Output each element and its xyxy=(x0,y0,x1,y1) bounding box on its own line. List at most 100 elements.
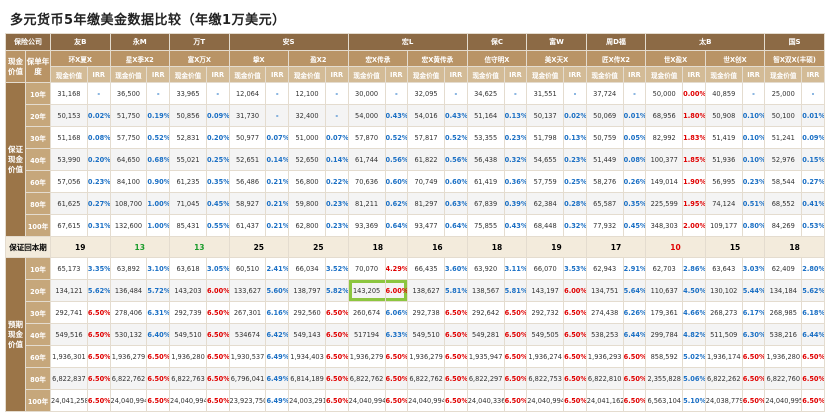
irr-value: 6.50% xyxy=(324,301,349,324)
cash-value: 1,936,274 xyxy=(526,345,565,368)
cash-value: 6,822,297 xyxy=(466,367,505,390)
irr-value: 6.50% xyxy=(86,301,111,324)
irr-value: 5.82% xyxy=(324,279,349,302)
irr-value: 6.50% xyxy=(503,323,528,346)
cash-value: 50,100 xyxy=(764,104,803,127)
cash-value: 50,069 xyxy=(585,104,624,127)
cash-value: 51,241 xyxy=(764,126,803,149)
cash-value: 66,435 xyxy=(407,257,446,280)
cash-value: 81,211 xyxy=(347,192,386,215)
irr-value: 6.18% xyxy=(801,301,825,324)
cash-value: 6,814,189 xyxy=(288,367,326,390)
irr-value: 0.60% xyxy=(444,170,468,193)
cash-value: 225,599 xyxy=(645,192,684,215)
section-label: 预期现金价值 xyxy=(5,257,26,412)
irr-value: 0.28% xyxy=(563,192,587,215)
cash-value: 50,153 xyxy=(50,104,88,127)
irr-value: 0.35% xyxy=(622,192,647,215)
irr-value: 3.53% xyxy=(563,257,587,280)
data-row: 保证现金价值 10年 31,168-36,500-33,965-12,064-12,… xyxy=(5,82,825,237)
product-name: 世X创X xyxy=(704,50,766,67)
cash-value: 52,976 xyxy=(764,148,803,171)
cash-value-label: 现金价值 xyxy=(5,50,26,83)
irr-value: 0.23% xyxy=(563,148,587,171)
cash-value: 62,703 xyxy=(645,257,684,280)
cash-value-header: 现金价值 xyxy=(764,66,803,83)
irr-value: 0.26% xyxy=(622,170,647,193)
cash-value-header: 现金价值 xyxy=(347,66,386,83)
irr-value: 6.50% xyxy=(444,389,468,412)
cash-value: 50,977 xyxy=(228,126,267,149)
cash-value: 77,932 xyxy=(585,214,624,237)
cash-value: 55,021 xyxy=(169,148,207,171)
irr-value: 5.62% xyxy=(86,279,111,302)
irr-header: IRR xyxy=(622,66,647,83)
irr-value: 6.50% xyxy=(384,367,409,390)
company-name: 友B xyxy=(50,33,111,51)
cash-value: 51,000 xyxy=(288,126,326,149)
irr-value: 0.10% xyxy=(741,126,766,149)
irr-value: 0.23% xyxy=(324,192,349,215)
irr-value: 3.05% xyxy=(205,257,230,280)
product-name: 富X万X xyxy=(169,50,230,67)
irr-value: 2.80% xyxy=(801,257,825,280)
irr-value: 0.52% xyxy=(444,126,468,149)
irr-value: 0.45% xyxy=(622,214,647,237)
irr-value: 6.16% xyxy=(265,301,290,324)
irr-value: 0.32% xyxy=(503,148,528,171)
payback-years: 18 xyxy=(466,236,528,258)
data-row: 20年 134,121 5.62% 136,484 5.72% 143,203 6.00% 1… xyxy=(6,279,825,302)
cash-value: 40,859 xyxy=(704,82,743,105)
cash-value: 858,592 xyxy=(645,345,684,368)
cash-value: 51,936 xyxy=(704,148,743,171)
cash-value: 149,014 xyxy=(645,170,684,193)
irr-value: - xyxy=(265,82,290,105)
cash-value: 1,936,279 xyxy=(347,345,386,368)
cash-value: 6,563,104 xyxy=(645,389,684,412)
cash-value: 6,822,760 xyxy=(764,367,803,390)
cash-value: 292,732 xyxy=(526,301,565,324)
irr-value: 6.00% xyxy=(384,279,409,302)
data-row: 60年 57,056 0.23% 84,100 0.90% 61,235 0.35% 56,4… xyxy=(6,170,825,193)
irr-value: 0.39% xyxy=(503,192,528,215)
irr-header: IRR xyxy=(503,66,528,83)
company-name: 保C xyxy=(466,33,528,51)
irr-value: 6.50% xyxy=(146,345,171,368)
cash-value: 50,856 xyxy=(169,104,207,127)
cash-value: 57,870 xyxy=(347,126,386,149)
irr-value: 6.50% xyxy=(503,345,528,368)
policy-year-label: 保单年度 xyxy=(25,50,51,83)
irr-value: 2.91% xyxy=(622,257,647,280)
cash-value: 12,100 xyxy=(288,82,326,105)
cash-value: 24,040,995 xyxy=(764,389,803,412)
irr-value: 6.50% xyxy=(384,389,409,412)
product-name: 盈X2 xyxy=(288,50,349,67)
irr-value: 6.40% xyxy=(146,323,171,346)
irr-value: 1.83% xyxy=(682,126,706,149)
irr-value: 0.00% xyxy=(682,82,706,105)
irr-value: 6.50% xyxy=(503,301,528,324)
product-name: 信守明X xyxy=(466,50,528,67)
cash-value: 348,303 xyxy=(645,214,684,237)
cash-value: 74,124 xyxy=(704,192,743,215)
cash-value: 84,269 xyxy=(764,214,803,237)
cash-value: 58,276 xyxy=(585,170,624,193)
irr-value: 0.01% xyxy=(801,104,825,127)
cash-value: 12,064 xyxy=(228,82,267,105)
cash-value: 32,400 xyxy=(288,104,326,127)
cash-value: 24,041,258 xyxy=(50,389,88,412)
cash-value: 23,923,750 xyxy=(228,389,267,412)
payback-years: 19 xyxy=(526,236,587,258)
cash-value: 58,927 xyxy=(228,192,267,215)
cash-value: 549,510 xyxy=(169,323,207,346)
data-row: 100年 67,615 0.31% 132,600 1.00% 85,431 0.55% 61… xyxy=(6,214,825,237)
data-row: 30年 292,741 6.50% 278,406 6.31% 292,739 6.50% 2… xyxy=(6,301,825,324)
cash-value: 75,855 xyxy=(466,214,505,237)
payback-years: 13 xyxy=(109,236,171,258)
policy-year: 100年 xyxy=(25,389,51,412)
cash-value: 143,197 xyxy=(526,279,565,302)
irr-header: IRR xyxy=(205,66,230,83)
cash-value: 143,203 xyxy=(169,279,207,302)
product-name: 挚X xyxy=(228,50,290,67)
cash-value: 60,510 xyxy=(228,257,267,280)
